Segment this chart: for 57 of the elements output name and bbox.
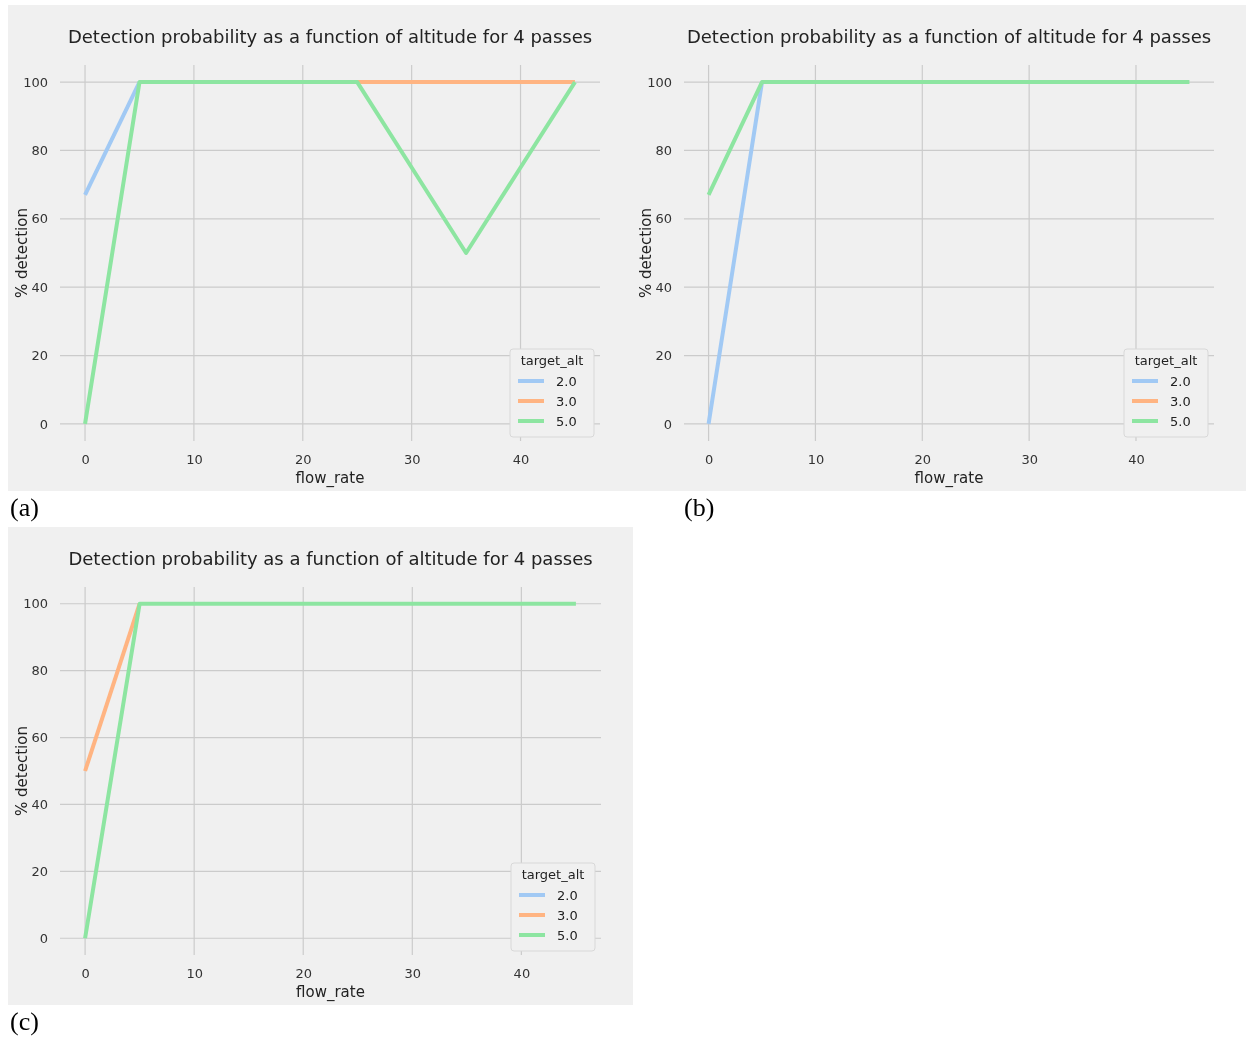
chart-title: Detection probability as a function of altitude for 4 passes <box>68 548 593 569</box>
y-tick-label: 80 <box>31 663 48 679</box>
x-tick-label: 30 <box>404 966 422 982</box>
y-tick-label: 0 <box>663 416 672 432</box>
y-tick-label: 40 <box>31 797 48 813</box>
x-tick-label: 20 <box>914 452 932 468</box>
y-axis-title: % detection <box>637 208 656 298</box>
y-tick-label: 20 <box>31 348 48 364</box>
y-tick-label: 0 <box>39 416 48 432</box>
y-axis-title: % detection <box>13 726 32 816</box>
x-tick-label: 0 <box>81 966 90 982</box>
y-tick-label: 0 <box>39 930 48 946</box>
text: (a) <box>10 493 39 523</box>
y-tick-label: 60 <box>31 211 48 227</box>
legend-label: 5.0 <box>1170 413 1191 429</box>
x-tick-label: 0 <box>81 452 90 468</box>
legend-label: 3.0 <box>557 907 578 923</box>
legend-label: 2.0 <box>557 887 578 903</box>
x-tick-label: 40 <box>1128 452 1145 468</box>
legend-title: target_alt <box>1134 353 1198 368</box>
x-tick-label: 10 <box>807 452 825 468</box>
y-tick-label: 80 <box>655 143 672 159</box>
legend-label: 5.0 <box>557 927 578 943</box>
text: (b) <box>684 493 715 523</box>
y-tick-label: 60 <box>655 211 672 227</box>
y-tick-label: 80 <box>31 143 48 159</box>
legend-label: 2.0 <box>1170 373 1191 389</box>
y-tick-label: 100 <box>23 74 48 90</box>
legend-title: target_alt <box>521 867 585 882</box>
x-tick-label: 30 <box>403 452 421 468</box>
y-tick-label: 100 <box>23 596 48 612</box>
legend-label: 3.0 <box>1170 393 1191 409</box>
y-tick-label: 20 <box>655 348 672 364</box>
x-tick-label: 40 <box>513 966 531 982</box>
x-axis-title: flow_rate <box>295 469 365 488</box>
x-tick-label: 30 <box>1021 452 1038 468</box>
x-tick-label: 20 <box>295 966 313 982</box>
legend-title: target_alt <box>520 353 584 368</box>
legend-label: 3.0 <box>556 393 577 409</box>
y-tick-label: 20 <box>31 864 48 880</box>
chart-title: Detection probability as a function of altitude for 4 passes <box>686 26 1212 47</box>
x-tick-label: 10 <box>186 452 203 468</box>
legend-label: 5.0 <box>556 413 577 429</box>
x-tick-label: 20 <box>295 452 312 468</box>
x-axis-title: flow_rate <box>914 469 984 488</box>
x-tick-label: 40 <box>512 452 530 468</box>
y-tick-label: 60 <box>31 730 48 746</box>
y-tick-label: 40 <box>31 279 48 295</box>
y-tick-label: 40 <box>655 279 672 295</box>
y-axis-title: % detection <box>13 208 32 298</box>
x-tick-label: 0 <box>704 452 714 468</box>
x-axis-title: flow_rate <box>296 983 365 1002</box>
x-tick-label: 10 <box>186 966 203 982</box>
text: (c) <box>10 1007 39 1037</box>
chart-title: Detection probability as a function of altitude for 4 passes <box>67 26 593 47</box>
legend-label: 2.0 <box>556 373 577 389</box>
y-tick-label: 100 <box>647 74 672 90</box>
